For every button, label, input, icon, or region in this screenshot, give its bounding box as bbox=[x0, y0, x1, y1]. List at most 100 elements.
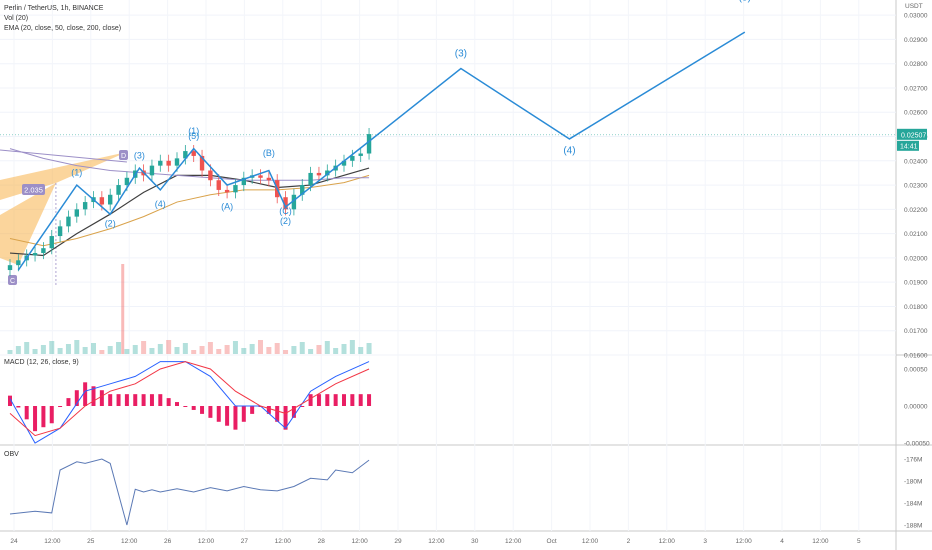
volume-bar bbox=[174, 347, 180, 354]
time-tick-label: 12:00 bbox=[351, 538, 368, 545]
volume-bar bbox=[82, 347, 88, 354]
macd-histogram-bar bbox=[108, 394, 113, 406]
candle-body bbox=[191, 151, 196, 156]
macd-histogram-bar bbox=[300, 406, 305, 407]
obv-legend[interactable]: OBV bbox=[4, 451, 19, 458]
wave-label: (3) bbox=[134, 150, 145, 160]
price-tick-label: 0.01800 bbox=[904, 304, 928, 311]
macd-histogram-bar bbox=[266, 406, 271, 414]
wave-label: (5) bbox=[188, 131, 199, 141]
candle-body bbox=[99, 197, 105, 205]
macd-histogram-bar bbox=[91, 386, 96, 406]
candle-body bbox=[291, 194, 297, 210]
macd-histogram-bar bbox=[16, 406, 21, 408]
macd-histogram-bar bbox=[33, 406, 38, 432]
volume-bar bbox=[333, 348, 339, 354]
volume-bar bbox=[241, 348, 247, 354]
candle-body bbox=[308, 172, 313, 186]
volume-bar bbox=[291, 346, 297, 354]
macd-histogram-bar bbox=[241, 406, 246, 422]
time-tick-label: 12:00 bbox=[812, 538, 829, 545]
macd-histogram-bar bbox=[58, 406, 63, 407]
volume-spike bbox=[121, 264, 125, 354]
macd-tick-label: 0.00050 bbox=[904, 367, 928, 374]
volume-bar bbox=[141, 341, 147, 354]
candle-body bbox=[266, 177, 272, 181]
candle-body bbox=[316, 172, 322, 176]
time-tick-label: 24 bbox=[10, 538, 18, 545]
pattern-fill-top bbox=[0, 152, 127, 200]
volume-bar bbox=[116, 342, 122, 354]
macd-histogram-bar bbox=[316, 394, 321, 406]
volume-bar bbox=[24, 342, 30, 354]
ema200-line bbox=[9, 148, 370, 181]
wave-label: (C) bbox=[279, 206, 292, 216]
volume-bar bbox=[157, 344, 163, 354]
macd-histogram-bar bbox=[141, 394, 146, 406]
macd-legend[interactable]: MACD (12, 26, close, 9) bbox=[4, 359, 79, 366]
ratio-badge bbox=[22, 184, 45, 195]
volume-bars bbox=[7, 264, 372, 354]
ema20-line bbox=[9, 167, 370, 257]
macd-histogram-bar bbox=[358, 394, 363, 406]
volume-bar bbox=[232, 341, 238, 354]
macd-histogram-bar bbox=[83, 382, 88, 406]
pattern-point-c-text: C bbox=[10, 278, 15, 285]
wave-label: (3) bbox=[455, 48, 467, 59]
macd-histogram-bar bbox=[291, 406, 296, 418]
signal-line bbox=[9, 361, 370, 437]
macd-histogram-bar bbox=[342, 394, 346, 406]
price-tick-label: 0.02800 bbox=[904, 61, 928, 68]
macd-histogram-bar bbox=[74, 390, 79, 406]
macd-histogram-bar bbox=[208, 406, 213, 418]
symbol-title[interactable]: Perlin / TetherUS, 1h, BINANCE bbox=[4, 5, 104, 12]
current-price-text: 0.02507 bbox=[901, 132, 926, 139]
macd-histogram-bar bbox=[133, 394, 138, 406]
volume-bar bbox=[299, 342, 305, 354]
candle-body bbox=[66, 216, 71, 227]
macd-histogram-bar bbox=[175, 402, 179, 406]
candle-body bbox=[341, 160, 347, 166]
time-tick-label: 25 bbox=[87, 538, 95, 545]
macd-histogram-bar bbox=[275, 406, 280, 422]
ema-legend[interactable]: EMA (20, close, 50, close, 200, close) bbox=[4, 25, 122, 32]
macd-histogram-bar bbox=[41, 406, 46, 428]
candle-body bbox=[233, 185, 238, 193]
price-tick-label: 0.01900 bbox=[904, 280, 928, 287]
volume-bar bbox=[224, 345, 230, 354]
obv-tick-label: -184M bbox=[904, 501, 922, 508]
macd-histogram-bar bbox=[250, 406, 255, 414]
macd-histogram-bar bbox=[191, 406, 196, 410]
candle-body bbox=[241, 177, 246, 186]
wave-label: (B) bbox=[263, 148, 275, 158]
volume-bar bbox=[266, 347, 272, 354]
volume-bar bbox=[91, 343, 96, 354]
time-tick-label: 29 bbox=[394, 538, 402, 545]
macd-histogram-bar bbox=[183, 406, 188, 407]
volume-bar bbox=[274, 343, 280, 354]
time-tick-label: 2 bbox=[627, 538, 631, 545]
candle-body bbox=[325, 170, 330, 176]
pattern-fill-bottom bbox=[0, 183, 56, 265]
candle-body bbox=[216, 180, 221, 190]
axes: 0.03000 0.02900 0.02800 0.02700 0.02600 0.025… bbox=[0, 3, 930, 545]
candle-body bbox=[350, 155, 355, 161]
wave-label: (A) bbox=[221, 201, 233, 211]
volume-bar bbox=[216, 349, 222, 354]
volume-bar bbox=[7, 350, 13, 354]
macd-histogram-bar bbox=[124, 394, 129, 406]
time-tick-label: 12:00 bbox=[44, 538, 61, 545]
current-price-badge bbox=[897, 128, 927, 140]
volume-bar bbox=[316, 345, 322, 354]
volume-bar bbox=[107, 346, 113, 354]
price-tick-label: 0.02900 bbox=[904, 37, 928, 44]
volume-legend[interactable]: Vol (20) bbox=[4, 15, 29, 22]
macd-histogram-bar bbox=[49, 406, 54, 424]
price-tick-label: 0.02000 bbox=[904, 255, 928, 262]
candle-body bbox=[82, 202, 88, 210]
macd-histogram-bar bbox=[225, 406, 230, 426]
candle-body bbox=[183, 151, 188, 159]
candle-body bbox=[166, 160, 171, 166]
macd-histogram-bar bbox=[325, 394, 330, 406]
